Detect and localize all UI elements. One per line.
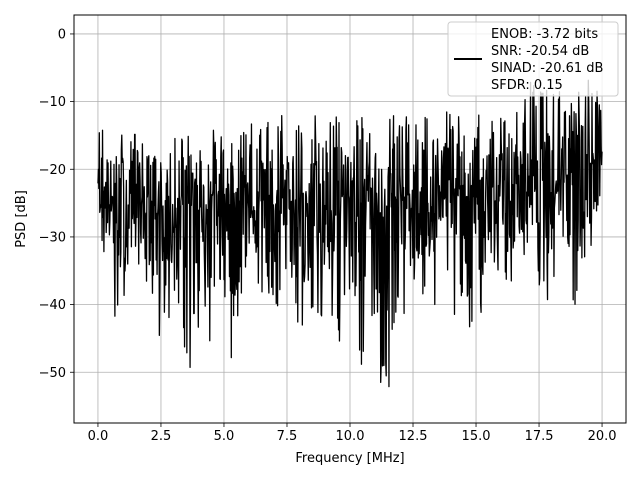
x-tick-label: 20.0	[588, 429, 617, 444]
y-tick-label: −30	[39, 230, 66, 245]
legend-entry-enob: ENOB: -3.72 bits	[491, 27, 598, 42]
x-tick-label: 12.5	[399, 429, 428, 444]
y-tick-label: −40	[39, 298, 66, 313]
x-axis-label: Frequency [MHz]	[295, 451, 404, 466]
y-tick-label: 0	[58, 27, 66, 42]
y-tick-label: −20	[39, 163, 66, 178]
y-axis-label: PSD [dB]	[14, 190, 29, 248]
x-tick-label: 15.0	[462, 429, 491, 444]
x-tick-label: 0.0	[88, 429, 109, 444]
legend-box	[447, 21, 619, 97]
x-tick-label: 7.5	[277, 429, 298, 444]
x-tick-label: 2.5	[151, 429, 172, 444]
x-tick-label: 17.5	[525, 429, 554, 444]
legend-entry-snr: SNR: -20.54 dB	[491, 44, 589, 59]
psd-line	[97, 79, 603, 388]
x-axis-ticks: 0.0 2.5 5.0 7.5 10.0 12.5 15.0 17.5 20.0	[88, 423, 617, 444]
legend: ENOB: -3.72 bits SNR: -20.54 dB SINAD: -…	[447, 21, 619, 97]
x-tick-label: 5.0	[214, 429, 235, 444]
psd-series	[97, 79, 603, 388]
x-tick-label: 10.0	[336, 429, 365, 444]
y-axis-ticks: 0 −10 −20 −30 −40 −50	[39, 27, 74, 381]
legend-entry-sinad: SINAD: -20.61 dB	[491, 61, 603, 76]
y-tick-label: −50	[39, 366, 66, 381]
legend-entry-sfdr: SFDR: 0.15	[491, 78, 563, 93]
y-tick-label: −10	[39, 95, 66, 110]
